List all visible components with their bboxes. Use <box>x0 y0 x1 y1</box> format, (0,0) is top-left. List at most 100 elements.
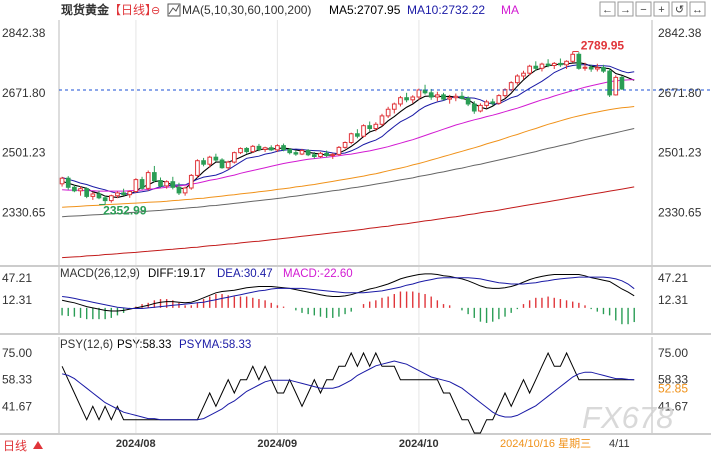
candle[interactable] <box>244 147 249 154</box>
candle-body[interactable] <box>545 63 551 66</box>
candle-body[interactable] <box>96 193 102 199</box>
candle-body[interactable] <box>121 192 126 196</box>
candle-body[interactable] <box>428 92 434 98</box>
candle[interactable] <box>299 148 305 156</box>
candle[interactable] <box>96 190 102 200</box>
candle[interactable] <box>601 64 606 73</box>
candle-body[interactable] <box>496 95 502 104</box>
candle[interactable] <box>281 143 286 152</box>
candle-body[interactable] <box>459 95 465 99</box>
candle[interactable] <box>225 160 231 170</box>
candle[interactable] <box>453 93 459 102</box>
candle[interactable] <box>391 102 397 114</box>
candle-body[interactable] <box>619 76 625 90</box>
candle[interactable] <box>613 75 619 96</box>
candle-body[interactable] <box>305 150 311 156</box>
candle[interactable] <box>496 94 502 105</box>
candle[interactable] <box>121 188 126 196</box>
candle-body[interactable] <box>287 149 293 154</box>
candle-body[interactable] <box>65 177 71 188</box>
candle[interactable] <box>471 101 477 114</box>
candle[interactable] <box>213 153 219 162</box>
candle[interactable] <box>268 145 274 151</box>
reset-button[interactable]: ↺ <box>671 1 688 17</box>
candle-body[interactable] <box>225 161 231 169</box>
candle-body[interactable] <box>478 104 483 112</box>
candle[interactable] <box>607 68 612 97</box>
candle-body[interactable] <box>213 156 219 161</box>
candle-body[interactable] <box>133 179 139 193</box>
candle[interactable] <box>102 195 108 205</box>
candle-body[interactable] <box>527 65 532 74</box>
candle[interactable] <box>576 52 582 70</box>
candle-body[interactable] <box>373 123 379 130</box>
candle-body[interactable] <box>256 145 262 151</box>
candle[interactable] <box>262 146 268 152</box>
candle-body[interactable] <box>188 174 194 189</box>
candle-body[interactable] <box>182 187 188 194</box>
candle-body[interactable] <box>244 147 249 153</box>
candle[interactable] <box>65 176 71 190</box>
candle[interactable] <box>514 74 520 85</box>
candle[interactable] <box>398 95 403 107</box>
candle-body[interactable] <box>539 63 545 69</box>
candle[interactable] <box>348 132 354 145</box>
candle-body[interactable] <box>139 179 145 189</box>
candle[interactable] <box>275 144 280 152</box>
candle[interactable] <box>361 124 366 138</box>
candle-body[interactable] <box>342 142 348 148</box>
candle-body[interactable] <box>570 53 576 62</box>
candle-body[interactable] <box>115 192 120 197</box>
candle-body[interactable] <box>361 125 366 137</box>
candle[interactable] <box>108 194 114 203</box>
candle-body[interactable] <box>484 101 489 106</box>
candle-body[interactable] <box>152 172 157 182</box>
candle-body[interactable] <box>594 67 600 70</box>
candle[interactable] <box>404 92 409 103</box>
candle[interactable] <box>145 170 151 191</box>
candle-body[interactable] <box>299 150 305 155</box>
candle-body[interactable] <box>207 156 213 165</box>
candle-body[interactable] <box>508 82 514 91</box>
candle[interactable] <box>342 141 348 149</box>
candle-body[interactable] <box>72 186 77 192</box>
candle-body[interactable] <box>201 160 206 165</box>
move-right-button-glyph[interactable]: → <box>620 4 631 16</box>
zoom-out-button-frame[interactable] <box>635 1 652 17</box>
candle-body[interactable] <box>416 89 422 98</box>
candle-body[interactable] <box>176 186 182 194</box>
candle-body[interactable] <box>391 103 397 110</box>
candle-body[interactable] <box>170 181 176 188</box>
candle[interactable] <box>164 180 170 189</box>
candle[interactable] <box>170 176 176 190</box>
expand-button-glyph[interactable]: ↔ <box>692 4 703 16</box>
candle[interactable] <box>152 165 157 183</box>
reset-button-frame[interactable] <box>671 1 688 17</box>
candle-body[interactable] <box>576 53 582 69</box>
candle[interactable] <box>139 176 145 190</box>
candle-body[interactable] <box>268 147 274 151</box>
candle[interactable] <box>287 148 293 155</box>
candle[interactable] <box>176 182 182 195</box>
candle-body[interactable] <box>250 145 256 153</box>
expand-button[interactable]: ↔ <box>689 1 706 17</box>
candle[interactable] <box>330 153 336 159</box>
period-tab[interactable]: 日线 <box>3 439 27 453</box>
candle-body[interactable] <box>355 133 360 137</box>
candle[interactable] <box>527 64 532 76</box>
candle[interactable] <box>619 76 625 90</box>
candle[interactable] <box>238 147 243 155</box>
candle-body[interactable] <box>108 195 114 202</box>
candle-body[interactable] <box>293 152 299 155</box>
candle-body[interactable] <box>145 172 151 189</box>
candle[interactable] <box>373 122 379 132</box>
candle[interactable] <box>195 159 200 178</box>
candle-body[interactable] <box>262 147 268 150</box>
candle[interactable] <box>207 155 213 168</box>
candle-body[interactable] <box>102 197 108 202</box>
candle[interactable] <box>594 63 600 72</box>
candle[interactable] <box>564 60 569 69</box>
zoom-in-button[interactable]: + <box>653 1 670 17</box>
candle[interactable] <box>533 61 539 71</box>
candle-body[interactable] <box>514 75 520 84</box>
